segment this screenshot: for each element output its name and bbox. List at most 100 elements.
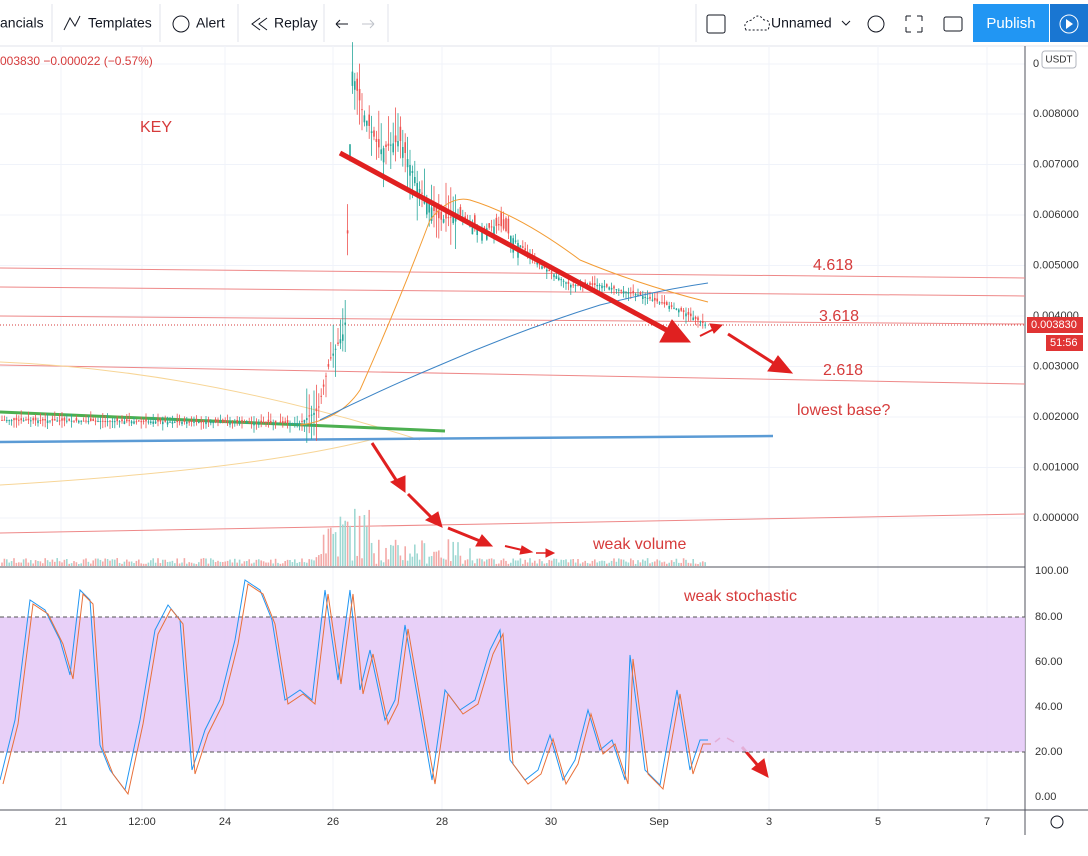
candle	[483, 227, 486, 229]
candle	[123, 421, 126, 425]
volume-bar	[546, 563, 548, 566]
volume-bar	[330, 527, 332, 566]
candle	[476, 227, 478, 235]
candle	[567, 281, 570, 284]
volume-bar	[90, 563, 92, 566]
volume-bar	[522, 563, 524, 566]
volume-bar	[308, 559, 310, 566]
volume-bar	[301, 558, 303, 566]
volume-bar	[51, 559, 54, 566]
volume-bar	[656, 559, 658, 566]
candle	[102, 420, 104, 422]
candle	[416, 183, 418, 196]
candle	[349, 144, 351, 159]
volume-bar	[253, 562, 255, 566]
candle	[452, 216, 454, 224]
volume-bar	[579, 563, 582, 566]
layout-name[interactable]: Unnamed	[771, 15, 832, 31]
candle	[44, 419, 46, 421]
volume-bar	[531, 562, 534, 566]
volume-bar	[313, 560, 315, 566]
candle	[6, 420, 8, 422]
candle	[70, 420, 73, 422]
candle	[570, 285, 572, 288]
volume-bar	[529, 558, 531, 566]
candle	[253, 422, 255, 426]
toolbar-item[interactable]: Templates	[88, 15, 152, 31]
volume-bar	[524, 559, 526, 566]
volume-bar	[270, 559, 272, 566]
volume-bar	[236, 562, 238, 566]
volume-bar	[526, 562, 529, 566]
volume-bar	[694, 563, 697, 566]
volume-bar	[512, 558, 514, 566]
volume-bar	[680, 562, 682, 566]
volume-bar	[210, 558, 212, 566]
volume-bar	[246, 561, 248, 566]
candle	[241, 420, 243, 423]
undo[interactable]	[335, 19, 348, 29]
candle	[637, 294, 639, 297]
volume-bar	[78, 563, 80, 566]
volume-bar	[157, 558, 159, 566]
candle	[522, 246, 524, 248]
candle	[622, 290, 625, 294]
volume-bar	[404, 546, 406, 566]
candle	[502, 219, 505, 229]
volume-bar	[30, 560, 32, 566]
volume-bar	[58, 561, 61, 566]
volume-bar	[675, 558, 678, 566]
volume-bar	[42, 563, 44, 566]
replay-icon	[251, 17, 268, 31]
candle	[111, 421, 114, 423]
candle	[490, 226, 493, 228]
volume-bar	[358, 515, 361, 566]
select-box[interactable]	[706, 14, 726, 34]
candle	[320, 395, 322, 397]
volume-bar	[147, 562, 150, 566]
moving-average	[299, 198, 709, 426]
candle	[310, 414, 313, 416]
volume-bar	[97, 558, 99, 566]
fib-line	[0, 267, 1026, 279]
candle	[147, 421, 150, 423]
candle	[164, 420, 166, 422]
volume-bar	[22, 559, 25, 566]
volume-bar	[514, 560, 517, 566]
publish-button[interactable]	[973, 4, 1049, 42]
arc	[0, 439, 371, 486]
volume-bar	[154, 562, 157, 566]
toolbar-item[interactable]: ancials	[0, 15, 44, 31]
currency-badge[interactable]	[1041, 50, 1077, 69]
redo[interactable]	[362, 19, 375, 29]
fullscreen[interactable]	[905, 15, 923, 33]
volume-bar	[697, 563, 699, 566]
volume-bar	[685, 559, 687, 566]
fib-line	[0, 286, 1026, 297]
candle	[34, 417, 37, 421]
settings[interactable]	[867, 15, 885, 33]
candle	[58, 420, 61, 422]
volume-bar	[601, 560, 603, 566]
volume-bar	[75, 562, 78, 566]
candle	[334, 348, 337, 350]
axis-settings[interactable]	[1050, 815, 1064, 829]
volume-bar	[258, 559, 260, 566]
candle	[536, 262, 538, 265]
volume-bar	[306, 562, 308, 566]
volume-bar	[517, 560, 519, 566]
volume-bar	[68, 563, 70, 566]
volume-bar	[498, 563, 500, 566]
candle	[272, 422, 274, 424]
toolbar-item[interactable]: Replay	[274, 15, 318, 31]
snapshot[interactable]	[943, 16, 963, 32]
chevron[interactable]	[841, 20, 851, 26]
volume-bar	[152, 558, 154, 566]
candle	[678, 309, 680, 313]
toolbar-item[interactable]: Alert	[196, 15, 225, 31]
volume-bar	[428, 556, 430, 566]
volume-bar	[649, 563, 651, 566]
candle	[306, 418, 308, 421]
annotation: 2.618	[823, 362, 863, 379]
candle	[205, 422, 207, 425]
